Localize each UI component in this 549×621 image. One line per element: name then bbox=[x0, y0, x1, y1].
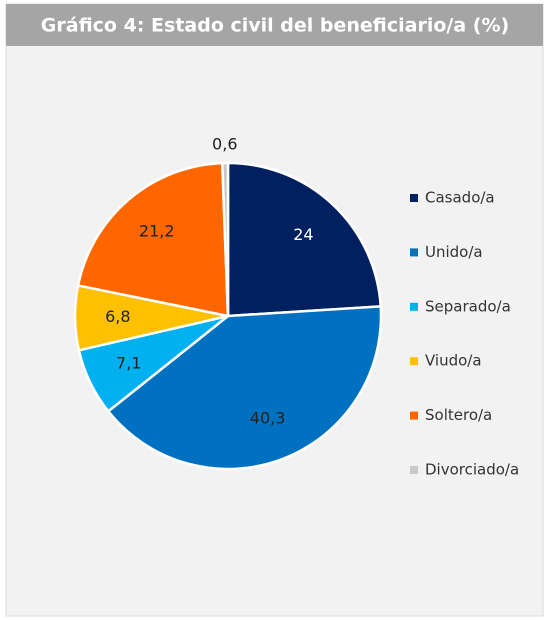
legend-label: Casado/a bbox=[425, 189, 495, 207]
pie-slice bbox=[220, 161, 230, 317]
legend-swatch bbox=[410, 302, 418, 311]
data-label: 24 bbox=[293, 225, 313, 244]
data-label: 21,2 bbox=[139, 222, 175, 241]
legend-label: Soltero/a bbox=[425, 406, 492, 424]
chart-title: Gráfico 4: Estado civil del beneficiario… bbox=[41, 15, 509, 37]
pie-slice bbox=[226, 161, 383, 318]
legend-label: Divorciado/a bbox=[425, 461, 519, 479]
legend-label: Unido/a bbox=[425, 243, 483, 261]
legend-swatch bbox=[410, 357, 418, 366]
legend-swatch bbox=[410, 411, 418, 420]
legend-label: Viudo/a bbox=[425, 352, 482, 370]
legend-swatch bbox=[410, 248, 418, 257]
data-label: 6,8 bbox=[105, 307, 130, 326]
pie-slice bbox=[76, 161, 230, 318]
legend-swatch bbox=[410, 466, 418, 474]
legend-swatch bbox=[410, 194, 418, 202]
title-bar bbox=[6, 4, 543, 46]
legend-label: Separado/a bbox=[425, 297, 511, 315]
data-label: 0,6 bbox=[212, 135, 237, 154]
pie-slice bbox=[106, 305, 383, 471]
data-label: 7,1 bbox=[116, 353, 141, 372]
data-label: 40,3 bbox=[250, 408, 286, 427]
